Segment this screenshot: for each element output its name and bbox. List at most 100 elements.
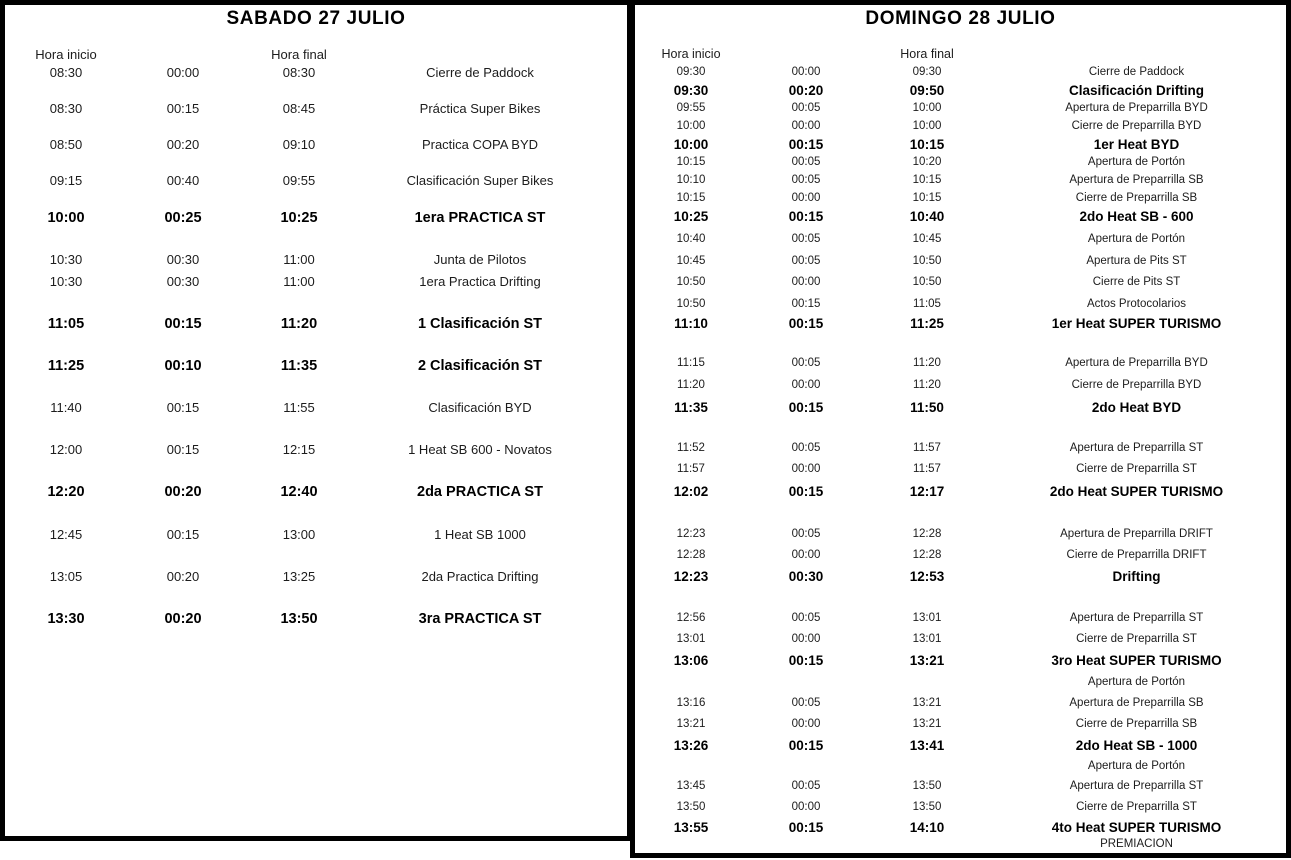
start-time-cell: 09:30 <box>673 83 709 98</box>
activity-cell: Cierre de Pits ST <box>1092 276 1181 288</box>
start-time-cell: 12:00 <box>49 442 83 457</box>
activity-cell: Apertura de Portón <box>1087 676 1186 688</box>
end-time-cell: 11:05 <box>913 298 941 310</box>
schedule-row: 08:50 00:20 09:10 Practica COPA BYD <box>5 136 627 154</box>
sunday-column-headers: Hora inicio Hora final <box>635 47 1286 63</box>
activity-cell: Apertura de Preparrilla BYD <box>1065 357 1208 369</box>
start-time-cell: 12:20 <box>47 484 85 500</box>
start-time-cell: 11:57 <box>677 463 705 475</box>
schedule-row: 13:16 00:05 13:21 Apertura de Preparrilla S… <box>635 695 1286 712</box>
duration-cell: 00:05 <box>791 174 821 186</box>
schedule-row: 13:45 00:05 13:50 Apertura de Preparrilla S… <box>635 778 1286 795</box>
schedule-row: 12:23 00:30 12:53 Drifting <box>635 568 1286 585</box>
schedule-row: 12:00 00:15 12:15 1 Heat SB 600 - Novatos <box>5 441 627 459</box>
schedule-row: 10:15 00:05 10:20 Apertura de Portón <box>635 154 1286 171</box>
end-time-cell: 11:00 <box>283 252 315 267</box>
duration-cell: 00:20 <box>166 137 200 152</box>
duration-cell: 00:05 <box>791 233 821 245</box>
schedule-row: 11:25 00:10 11:35 2 Clasificación ST <box>5 357 627 375</box>
schedule-row: 11:05 00:15 11:20 1 Clasificación ST <box>5 315 627 333</box>
end-time-header: Hora final <box>900 47 954 61</box>
end-time-cell: 11:25 <box>910 316 944 331</box>
duration-cell: 00:15 <box>166 400 200 415</box>
activity-cell: 2do Heat SB - 600 <box>1079 209 1194 224</box>
schedule-row: 09:55 00:05 10:00 Apertura de Preparrilla B… <box>635 100 1286 117</box>
schedule-row: 10:00 00:25 10:25 1era PRACTICA ST <box>5 209 627 227</box>
start-time-cell: 11:15 <box>677 357 705 369</box>
sunday-title: DOMINGO 28 JULIO <box>865 8 1056 29</box>
activity-cell: 4to Heat SUPER TURISMO <box>1051 820 1222 835</box>
duration-cell: 00:25 <box>164 210 202 226</box>
activity-cell: 2do Heat BYD <box>1091 400 1182 415</box>
duration-cell: 00:30 <box>788 569 824 584</box>
start-time-cell: 13:21 <box>676 718 706 730</box>
duration-cell: 00:00 <box>791 379 821 391</box>
activity-cell: Apertura de Preparrilla DRIFT <box>1060 528 1213 540</box>
activity-cell: Apertura de Preparrilla SB <box>1069 697 1204 709</box>
schedule-row: 12:56 00:05 13:01 Apertura de Preparrilla S… <box>635 610 1286 627</box>
duration-cell: 00:05 <box>791 612 821 624</box>
end-time-cell: 13:50 <box>280 611 318 627</box>
start-time-cell: 10:15 <box>676 156 706 168</box>
end-time-cell: 11:20 <box>913 357 941 369</box>
end-time-cell: 12:53 <box>909 569 945 584</box>
duration-cell: 00:20 <box>164 611 202 627</box>
end-time-cell: 11:35 <box>280 358 318 374</box>
duration-cell: 00:15 <box>166 442 200 457</box>
end-time-cell: 09:55 <box>282 173 316 188</box>
duration-cell: 00:15 <box>788 738 824 753</box>
start-time-cell: 11:35 <box>674 400 708 415</box>
end-time-cell: 11:20 <box>280 316 318 332</box>
end-time-cell: 11:20 <box>913 379 941 391</box>
end-time-cell: 12:40 <box>280 484 318 500</box>
schedule-row: 10:30 00:30 11:00 Junta de Pilotos <box>5 251 627 269</box>
start-time-cell: 13:30 <box>47 611 85 627</box>
start-time-cell: 12:56 <box>676 612 706 624</box>
duration-cell: 00:40 <box>166 173 200 188</box>
start-time-cell: 10:00 <box>673 137 709 152</box>
activity-cell: Clasificación Drifting <box>1068 83 1205 98</box>
schedule-row: 13:26 00:15 13:41 2do Heat SB - 1000 <box>635 737 1286 754</box>
schedule-row: Apertura de Portón <box>635 758 1286 775</box>
schedule-row: 10:10 00:05 10:15 Apertura de Preparrilla S… <box>635 172 1286 189</box>
activity-cell: 1er Heat SUPER TURISMO <box>1051 316 1222 331</box>
duration-cell: 00:00 <box>791 66 821 78</box>
end-time-cell: 09:10 <box>282 137 316 152</box>
duration-cell: 00:00 <box>791 718 821 730</box>
end-time-cell: 11:57 <box>913 442 941 454</box>
start-time-cell: 13:50 <box>676 801 706 813</box>
schedule-row: 11:40 00:15 11:55 Clasificación BYD <box>5 399 627 417</box>
end-time-cell: 10:50 <box>912 276 942 288</box>
end-time-cell: 08:30 <box>282 65 316 80</box>
activity-cell: 2do Heat SB - 1000 <box>1075 738 1198 753</box>
schedule-row: 10:15 00:00 10:15 Cierre de Preparrilla SB <box>635 190 1286 207</box>
activity-cell: Cierre de Preparrilla SB <box>1075 192 1198 204</box>
duration-cell: 00:00 <box>791 549 821 561</box>
end-time-cell: 10:25 <box>280 210 318 226</box>
duration-cell: 00:15 <box>788 820 824 835</box>
schedule-row: 13:01 00:00 13:01 Cierre de Preparrilla ST <box>635 631 1286 648</box>
schedule-row: 11:57 00:00 11:57 Cierre de Preparrilla ST <box>635 461 1286 478</box>
sunday-panel: DOMINGO 28 JULIO Hora inicio Hora final … <box>630 0 1291 858</box>
schedule-row: 09:15 00:40 09:55 Clasificación Super Bikes <box>5 172 627 190</box>
schedule-row: 11:52 00:05 11:57 Apertura de Preparrilla S… <box>635 440 1286 457</box>
start-time-cell: 11:52 <box>677 442 705 454</box>
start-time-cell: 08:50 <box>49 137 83 152</box>
duration-cell: 00:15 <box>788 653 824 668</box>
activity-cell: Cierre de Paddock <box>1088 66 1185 78</box>
activity-cell: 1 Clasificación ST <box>417 316 543 332</box>
start-time-cell: 11:20 <box>677 379 705 391</box>
activity-cell: Cierre de Paddock <box>426 65 534 80</box>
start-time-cell: 13:01 <box>676 633 706 645</box>
duration-cell: 00:05 <box>791 442 821 454</box>
sunday-rows: 09:30 00:00 09:30 Cierre de Paddock 09:30 00:… <box>635 64 1286 853</box>
duration-cell: 00:05 <box>791 780 821 792</box>
duration-cell: 00:00 <box>791 192 821 204</box>
activity-cell: Apertura de Portón <box>1087 233 1186 245</box>
end-time-header: Hora final <box>271 47 327 62</box>
activity-cell: 1 Heat SB 600 - Novatos <box>408 442 552 457</box>
start-time-cell: 13:16 <box>676 697 706 709</box>
start-time-cell: 13:45 <box>676 780 706 792</box>
activity-cell: Drifting <box>1112 569 1161 584</box>
duration-cell: 00:20 <box>166 569 200 584</box>
